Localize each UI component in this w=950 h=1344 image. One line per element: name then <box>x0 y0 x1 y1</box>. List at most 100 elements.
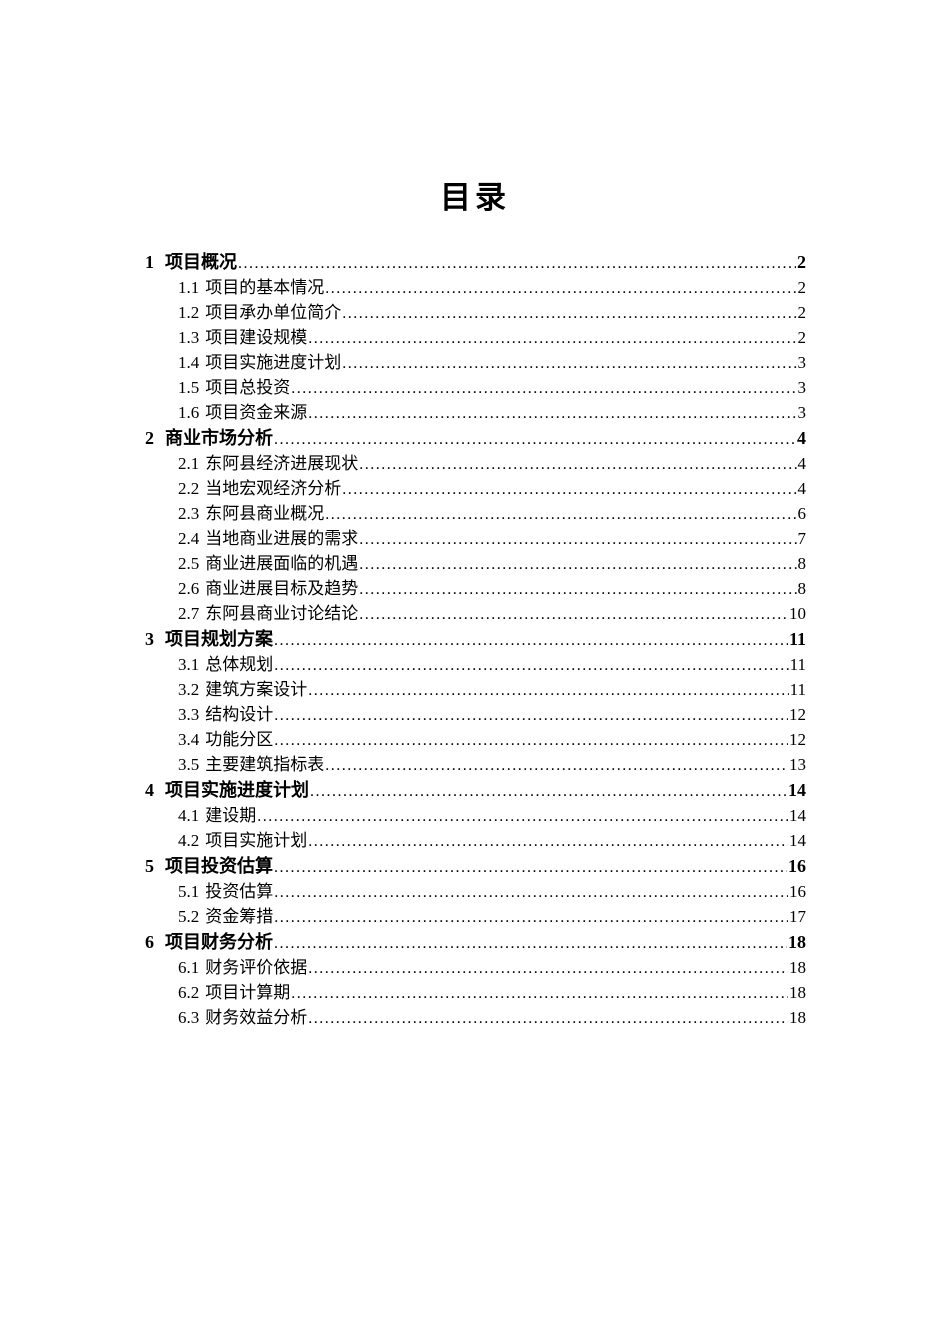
toc-entry-4.2[interactable]: 4.2 项目实施计划 14 <box>145 828 806 853</box>
toc-entry-2[interactable]: 2 商业市场分析 4 <box>145 425 806 451</box>
toc-entry-label: 商业市场分析 <box>165 428 273 448</box>
toc-entry-3.5[interactable]: 3.5 主要建筑指标表 13 <box>145 752 806 777</box>
dot-leader <box>325 276 796 301</box>
toc-entry-page-number: 18 <box>788 932 806 952</box>
toc-entry-label: 项目资金来源 <box>205 403 308 422</box>
toc-entry-label: 项目财务分析 <box>165 932 273 952</box>
toc-entry-label: 项目实施进度计划 <box>205 353 342 372</box>
toc-entry-2.4[interactable]: 2.4 当地商业进展的需求 7 <box>145 526 806 551</box>
dot-leader <box>359 527 796 552</box>
page-title: 目录 <box>440 180 510 215</box>
toc-entry-page-number: 14 <box>789 806 806 825</box>
toc-entry-6[interactable]: 6 项目财务分析 18 <box>145 929 806 955</box>
toc-entry-page-number: 8 <box>797 579 807 598</box>
toc-entry-page-number: 11 <box>789 655 806 674</box>
toc-entry-5[interactable]: 5 项目投资估算 16 <box>145 853 806 879</box>
toc-entry-page-number: 13 <box>789 755 806 774</box>
dot-leader <box>310 779 787 805</box>
toc-entry-label: 当地商业进展的需求 <box>205 529 359 548</box>
toc-entry-number: 2.6 <box>178 579 200 598</box>
toc-entry-label: 建筑方案设计 <box>205 680 308 699</box>
toc-entry-2.6[interactable]: 2.6 商业进展目标及趋势 8 <box>145 576 806 601</box>
toc-entry-1.6[interactable]: 1.6 项目资金来源 3 <box>145 400 806 425</box>
toc-entry-2.2[interactable]: 2.2 当地宏观经济分析 4 <box>145 476 806 501</box>
toc-entry-label: 项目计算期 <box>205 983 291 1002</box>
toc-entry-label: 主要建筑指标表 <box>205 755 325 774</box>
dot-leader <box>308 326 796 351</box>
dot-leader <box>274 905 788 930</box>
toc-entry-label: 当地宏观经济分析 <box>205 479 342 498</box>
dot-leader <box>342 301 796 326</box>
dot-leader <box>359 577 796 602</box>
dot-leader <box>291 981 788 1006</box>
toc-entry-5.2[interactable]: 5.2 资金筹措 17 <box>145 904 806 929</box>
toc-entry-2.7[interactable]: 2.7 东阿县商业讨论结论 10 <box>145 601 806 626</box>
toc-entry-page-number: 18 <box>789 958 806 977</box>
dot-leader <box>308 829 788 854</box>
toc-entry-6.2[interactable]: 6.2 项目计算期 18 <box>145 980 806 1005</box>
toc-entry-label: 建设期 <box>205 806 257 825</box>
dot-leader <box>308 401 796 426</box>
dot-leader <box>325 502 796 527</box>
dot-leader <box>238 251 796 277</box>
toc-entry-3.4[interactable]: 3.4 功能分区 12 <box>145 727 806 752</box>
dot-leader <box>342 351 796 376</box>
toc-entry-3.1[interactable]: 3.1 总体规划 11 <box>145 652 806 677</box>
toc-entry-2.5[interactable]: 2.5 商业进展面临的机遇 8 <box>145 551 806 576</box>
dot-leader <box>274 931 787 957</box>
toc-entry-number: 3.5 <box>178 755 200 774</box>
toc-entry-2.1[interactable]: 2.1 东阿县经济进展现状 4 <box>145 451 806 476</box>
toc-entry-number: 1.2 <box>178 303 200 322</box>
toc-entry-number: 4.1 <box>178 806 200 825</box>
toc-entry-number: 3.4 <box>178 730 200 749</box>
dot-leader <box>359 452 796 477</box>
toc-entry-1.5[interactable]: 1.5 项目总投资 3 <box>145 375 806 400</box>
toc-entry-label: 项目投资估算 <box>165 856 273 876</box>
toc-entry-number: 1.3 <box>178 328 200 347</box>
toc-entry-number: 2.7 <box>178 604 200 623</box>
toc-entry-6.3[interactable]: 6.3 财务效益分析 18 <box>145 1005 806 1030</box>
toc-entry-page-number: 11 <box>789 680 806 699</box>
toc-entry-label: 项目规划方案 <box>165 629 273 649</box>
toc-entry-page-number: 3 <box>797 378 807 397</box>
toc-entry-page-number: 14 <box>789 831 806 850</box>
toc-entry-number: 2.5 <box>178 554 200 573</box>
toc-entry-label: 项目实施计划 <box>205 831 308 850</box>
toc-entry-1.1[interactable]: 1.1 项目的基本情况 2 <box>145 275 806 300</box>
toc-entry-number: 2 <box>145 428 154 448</box>
toc-entry-label: 项目的基本情况 <box>205 278 325 297</box>
toc-entry-3.3[interactable]: 3.3 结构设计 12 <box>145 702 806 727</box>
toc-entry-4[interactable]: 4 项目实施进度计划 14 <box>145 777 806 803</box>
toc-entry-3[interactable]: 3 项目规划方案 11 <box>145 626 806 652</box>
toc-entry-label: 项目实施进度计划 <box>165 780 309 800</box>
toc-entry-1.4[interactable]: 1.4 项目实施进度计划 3 <box>145 350 806 375</box>
dot-leader <box>274 628 788 654</box>
toc-entry-3.2[interactable]: 3.2 建筑方案设计 11 <box>145 677 806 702</box>
dot-leader <box>308 678 788 703</box>
toc-entry-label: 财务评价依据 <box>205 958 308 977</box>
toc-entry-number: 1.4 <box>178 353 200 372</box>
dot-leader <box>274 427 796 453</box>
toc-entry-page-number: 11 <box>788 629 806 649</box>
toc-entry-2.3[interactable]: 2.3 东阿县商业概况 6 <box>145 501 806 526</box>
toc-entry-page-number: 8 <box>797 554 807 573</box>
toc-entry-number: 6.2 <box>178 983 200 1002</box>
toc-entry-page-number: 16 <box>789 882 806 901</box>
toc-entry-1[interactable]: 1 项目概况 2 <box>145 249 806 275</box>
toc-entry-label: 财务效益分析 <box>205 1008 308 1027</box>
toc-entry-page-number: 4 <box>797 428 806 448</box>
toc-entry-5.1[interactable]: 5.1 投资估算 16 <box>145 879 806 904</box>
toc-entry-4.1[interactable]: 4.1 建设期 14 <box>145 803 806 828</box>
toc-entry-1.3[interactable]: 1.3 项目建设规模 2 <box>145 325 806 350</box>
toc-entry-label: 商业进展面临的机遇 <box>205 554 359 573</box>
dot-leader <box>359 552 796 577</box>
toc-entry-label: 东阿县经济进展现状 <box>205 454 359 473</box>
toc-entry-page-number: 2 <box>797 252 806 272</box>
toc-entry-label: 总体规划 <box>205 655 274 674</box>
toc-entry-6.1[interactable]: 6.1 财务评价依据 18 <box>145 955 806 980</box>
toc-entry-1.2[interactable]: 1.2 项目承办单位简介 2 <box>145 300 806 325</box>
dot-leader <box>274 880 788 905</box>
toc-entry-page-number: 2 <box>797 278 807 297</box>
toc-entry-page-number: 18 <box>789 1008 806 1027</box>
